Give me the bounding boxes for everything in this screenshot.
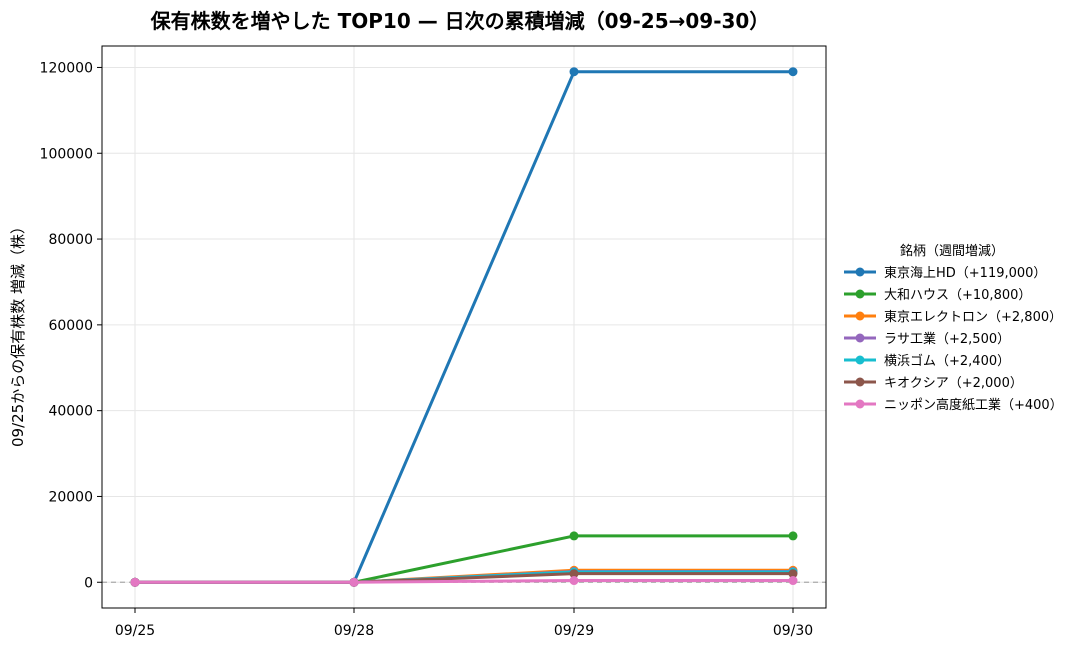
y-tick-label: 20000 bbox=[48, 489, 93, 505]
x-tick-label: 09/29 bbox=[554, 623, 594, 639]
legend-swatch-marker bbox=[855, 399, 865, 409]
legend-swatch-marker bbox=[855, 311, 865, 321]
x-axis: 09/25 09/28 09/29 09/30 bbox=[115, 608, 813, 639]
data-point bbox=[569, 67, 579, 77]
y-tick-label: 60000 bbox=[48, 318, 93, 334]
legend: 銘柄（週間増減） 東京海上HD（+119,000） 大和ハウス（+10,800） 東… bbox=[844, 243, 1063, 413]
legend-label: 東京海上HD（+119,000） bbox=[884, 265, 1046, 281]
y-tick-label: 0 bbox=[84, 575, 93, 591]
legend-title: 銘柄（週間増減） bbox=[900, 243, 1004, 259]
y-axis-label: 09/25からの保有株数 増減（株） bbox=[9, 219, 27, 447]
data-point bbox=[349, 577, 359, 587]
grid bbox=[102, 46, 826, 608]
series-line bbox=[133, 70, 795, 584]
y-axis: 0 20000 40000 60000 80000 100000 120000 bbox=[40, 60, 102, 591]
series-line bbox=[133, 579, 795, 584]
data-point bbox=[569, 576, 579, 586]
legend-swatch-marker bbox=[855, 289, 865, 299]
chart-title: 保有株数を増やした TOP10 — 日次の累積増減（09-25→09-30） bbox=[150, 9, 770, 33]
data-point bbox=[788, 569, 798, 579]
legend-swatch-marker bbox=[855, 377, 865, 387]
legend-label: ニッポン高度紙工業（+400） bbox=[884, 397, 1063, 413]
series bbox=[130, 576, 798, 587]
legend-item: 東京海上HD（+119,000） bbox=[844, 265, 1046, 281]
legend-item: 東京エレクトロン（+2,800） bbox=[844, 309, 1062, 325]
legend-label: キオクシア（+2,000） bbox=[884, 376, 1023, 391]
legend-swatch-marker bbox=[855, 355, 865, 365]
y-tick-label: 80000 bbox=[48, 232, 93, 248]
data-point bbox=[130, 577, 140, 587]
data-point bbox=[569, 531, 579, 541]
series-lines bbox=[130, 67, 798, 587]
legend-swatch-marker bbox=[855, 333, 865, 343]
data-point bbox=[788, 531, 798, 541]
legend-item: キオクシア（+2,000） bbox=[844, 376, 1023, 391]
legend-label: 大和ハウス（+10,800） bbox=[884, 288, 1031, 303]
y-tick-label: 40000 bbox=[48, 404, 93, 420]
y-tick-label: 120000 bbox=[40, 60, 93, 76]
data-point bbox=[788, 576, 798, 586]
legend-item: 横浜ゴム（+2,400） bbox=[844, 353, 1010, 369]
series bbox=[130, 67, 798, 587]
y-tick-label: 100000 bbox=[40, 146, 93, 162]
legend-item: ラサ工業（+2,500） bbox=[844, 331, 1010, 347]
plot-frame bbox=[101, 45, 827, 609]
legend-label: 横浜ゴム（+2,400） bbox=[884, 353, 1010, 369]
legend-label: ラサ工業（+2,500） bbox=[884, 331, 1010, 347]
x-tick-label: 09/28 bbox=[334, 623, 374, 639]
legend-swatch-marker bbox=[855, 267, 865, 277]
data-point bbox=[788, 67, 798, 77]
legend-item: 大和ハウス（+10,800） bbox=[844, 288, 1031, 303]
legend-item: ニッポン高度紙工業（+400） bbox=[844, 397, 1063, 413]
x-tick-label: 09/30 bbox=[773, 623, 813, 639]
data-point bbox=[569, 569, 579, 579]
x-tick-label: 09/25 bbox=[115, 623, 155, 639]
legend-label: 東京エレクトロン（+2,800） bbox=[884, 309, 1062, 325]
